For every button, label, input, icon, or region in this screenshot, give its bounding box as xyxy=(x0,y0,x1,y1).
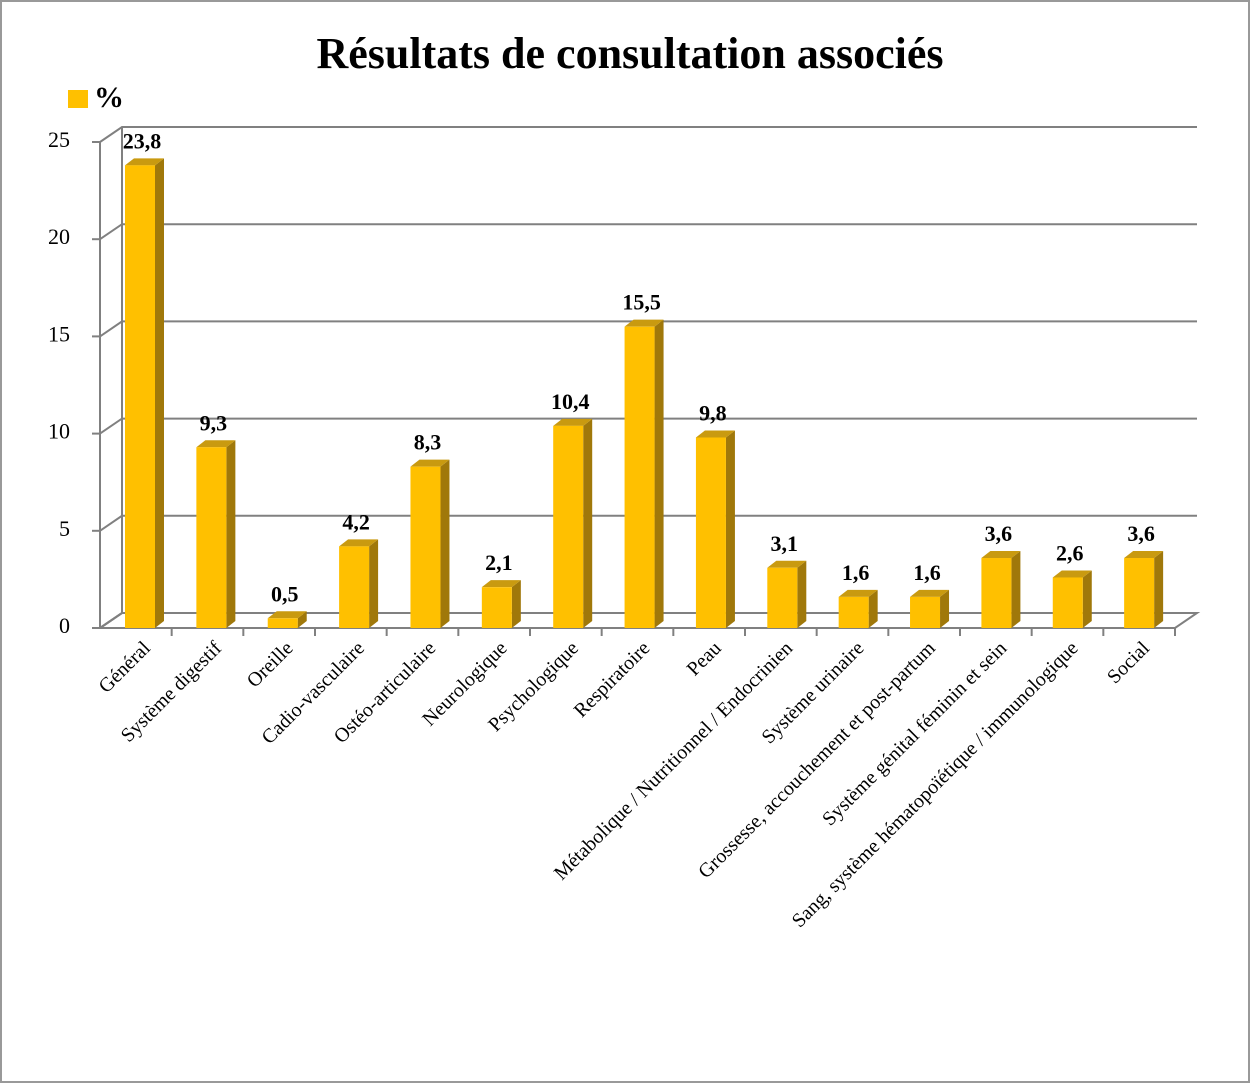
bar-top xyxy=(267,611,307,619)
bar-top xyxy=(767,560,807,568)
bar xyxy=(481,580,521,628)
value-label: 1,6 xyxy=(913,560,941,585)
bar xyxy=(624,319,664,628)
bar-side xyxy=(440,459,450,628)
y-tick-label: 15 xyxy=(48,321,70,346)
bar-side xyxy=(797,560,807,628)
bar-front xyxy=(267,618,298,628)
grid-line xyxy=(99,417,1197,435)
bar-front xyxy=(981,558,1012,628)
value-label: 0,5 xyxy=(271,581,299,606)
y-tick-label: 5 xyxy=(59,516,70,541)
bar-side xyxy=(940,589,950,628)
bar-front xyxy=(481,587,512,628)
bar-top xyxy=(981,551,1021,559)
bar-front xyxy=(553,425,584,628)
bar-top xyxy=(838,589,878,597)
bar xyxy=(695,430,735,628)
chart-title: Résultats de consultation associés xyxy=(316,29,943,78)
bar-front xyxy=(767,567,798,628)
grid-line xyxy=(99,320,1197,338)
value-label: 2,6 xyxy=(1056,541,1084,566)
bar-side xyxy=(511,580,521,628)
bar xyxy=(981,551,1021,628)
value-label: 3,6 xyxy=(985,521,1013,546)
bar-front xyxy=(838,596,869,628)
bar-top xyxy=(1124,551,1164,559)
bar-top xyxy=(553,418,593,426)
y-tick-label: 20 xyxy=(48,224,70,249)
bar-side xyxy=(369,539,379,628)
bar-side xyxy=(155,158,164,628)
grid-line xyxy=(99,514,1197,532)
bar xyxy=(267,611,307,628)
value-label: 10,4 xyxy=(551,389,590,414)
bar xyxy=(910,589,950,628)
bar-front xyxy=(125,165,155,628)
bar-front xyxy=(624,326,655,628)
bar-front xyxy=(339,546,370,628)
value-label: 8,3 xyxy=(414,430,442,455)
bar xyxy=(410,459,450,628)
bar-front xyxy=(695,437,726,628)
legend-label: % xyxy=(94,81,124,114)
y-tick-label: 25 xyxy=(48,127,70,152)
bar-front xyxy=(196,447,227,628)
bar-top xyxy=(624,319,664,327)
value-label: 3,1 xyxy=(771,531,799,556)
bar xyxy=(339,539,379,628)
value-label: 9,3 xyxy=(200,410,228,435)
bar-side xyxy=(583,418,593,628)
value-label: 3,6 xyxy=(1127,521,1155,546)
bar xyxy=(1124,551,1164,628)
bar-side xyxy=(1154,551,1164,628)
grid-line xyxy=(99,223,1197,241)
bar xyxy=(767,560,807,628)
bar xyxy=(838,589,878,628)
bar xyxy=(125,158,164,628)
value-label: 1,6 xyxy=(842,560,870,585)
bar-side xyxy=(297,611,307,628)
bar-side xyxy=(868,589,878,628)
grid-line xyxy=(99,126,1197,143)
y-tick-label: 0 xyxy=(59,613,70,638)
bar-side xyxy=(725,430,735,628)
legend-swatch xyxy=(68,90,88,108)
bar xyxy=(196,440,236,628)
bar-side xyxy=(1011,551,1021,628)
bar-front xyxy=(910,596,941,628)
bar xyxy=(553,418,593,628)
bar xyxy=(1052,570,1092,628)
bar-front xyxy=(1124,558,1155,628)
bar-top xyxy=(910,589,950,597)
value-label: 9,8 xyxy=(699,401,727,426)
bar-side xyxy=(226,440,236,628)
value-label: 2,1 xyxy=(485,550,513,575)
value-label: 15,5 xyxy=(622,290,661,315)
bar-front xyxy=(1052,577,1083,628)
bar-top xyxy=(125,158,164,166)
bar-top xyxy=(481,580,521,588)
value-label: 23,8 xyxy=(123,128,162,153)
value-label: 4,2 xyxy=(342,509,370,534)
bar-top xyxy=(410,459,450,467)
bar-side xyxy=(1082,570,1092,628)
bar-top xyxy=(1052,570,1092,578)
bar-front xyxy=(410,466,441,628)
bar-top xyxy=(339,539,379,547)
bar-side xyxy=(654,319,664,628)
y-tick-label: 10 xyxy=(48,419,70,444)
bar-top xyxy=(695,430,735,438)
bar-top xyxy=(196,440,236,448)
